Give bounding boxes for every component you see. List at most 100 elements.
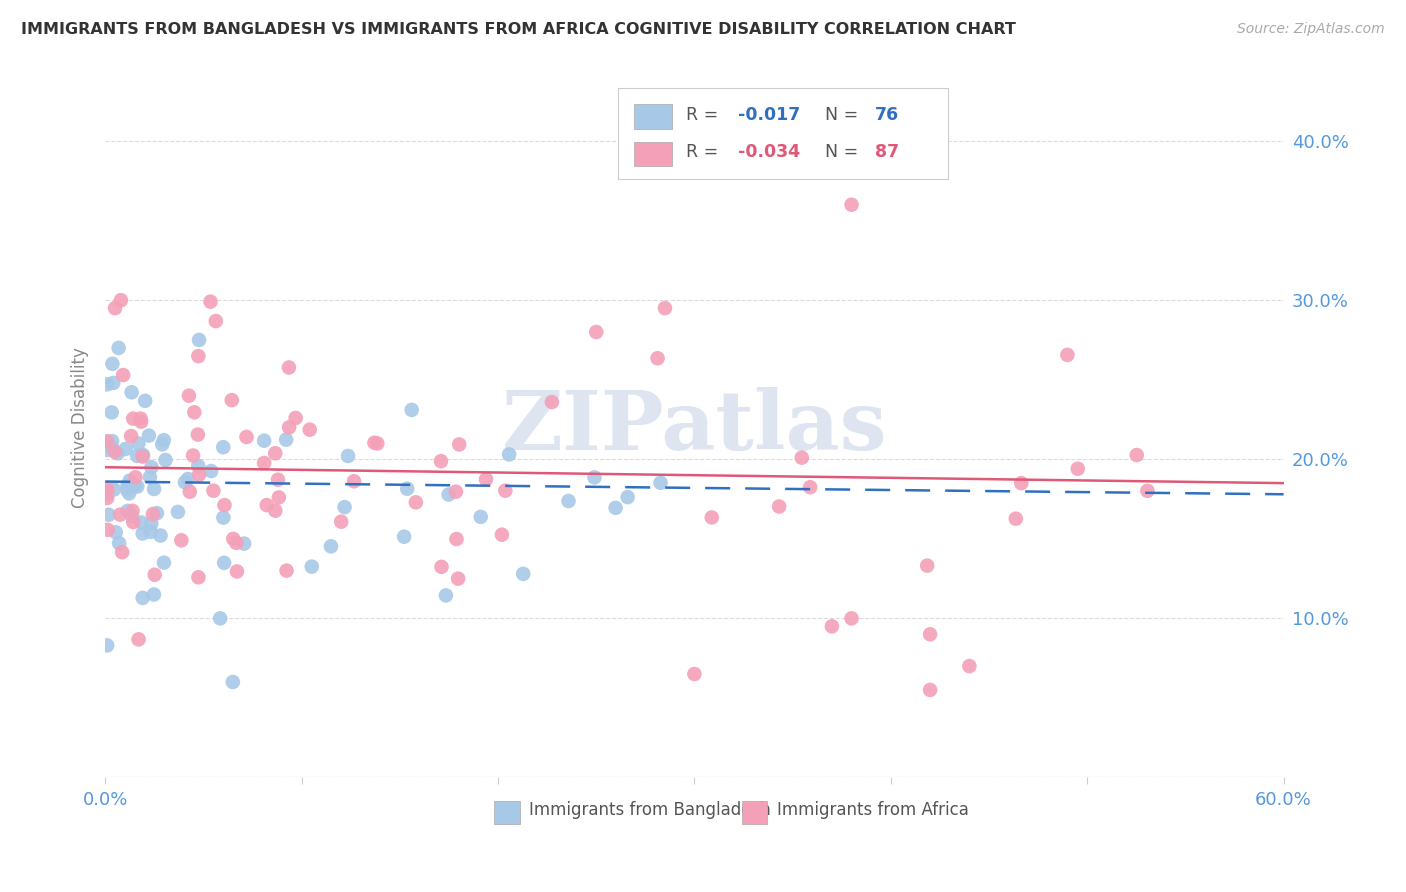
Point — [920, 682, 942, 697]
Point — [104, 301, 127, 315]
Point — [200, 464, 222, 478]
Point — [437, 487, 460, 501]
Text: ZIPatlas: ZIPatlas — [502, 387, 887, 467]
Point — [430, 454, 453, 468]
Point — [512, 566, 534, 581]
Point — [821, 619, 844, 633]
Point — [96, 377, 118, 392]
Point — [957, 659, 980, 673]
Point — [585, 325, 607, 339]
Point — [187, 459, 209, 474]
Point — [115, 483, 138, 497]
Point — [616, 490, 638, 504]
Point — [104, 444, 127, 458]
Text: -0.034: -0.034 — [738, 144, 800, 161]
Point — [117, 504, 139, 518]
Point — [920, 627, 942, 641]
Point — [101, 357, 124, 371]
Point — [363, 435, 385, 450]
Point — [112, 368, 135, 382]
Point — [97, 523, 120, 537]
Point — [179, 484, 201, 499]
Point — [96, 485, 118, 500]
Point — [1136, 483, 1159, 498]
Point — [605, 500, 627, 515]
Point — [108, 508, 131, 522]
Point — [1056, 348, 1078, 362]
Point — [434, 589, 457, 603]
Point — [150, 437, 173, 451]
Point — [177, 472, 200, 486]
Point — [264, 446, 287, 460]
Point — [209, 611, 232, 625]
Point — [127, 436, 149, 450]
Point — [278, 420, 301, 434]
Point — [101, 434, 124, 448]
Point — [449, 437, 471, 451]
Point — [253, 434, 276, 448]
Point — [104, 525, 127, 540]
Point — [183, 405, 205, 419]
Point — [583, 470, 606, 484]
Point — [118, 486, 141, 500]
Point — [405, 495, 427, 509]
FancyBboxPatch shape — [741, 800, 768, 824]
Text: 76: 76 — [875, 105, 898, 123]
Point — [97, 508, 120, 522]
Text: N =: N = — [825, 105, 863, 123]
Point — [108, 536, 131, 550]
Y-axis label: Cognitive Disability: Cognitive Disability — [72, 347, 89, 508]
Point — [235, 430, 257, 444]
Point — [103, 376, 125, 390]
Point — [187, 427, 209, 442]
Point — [153, 556, 176, 570]
Point — [790, 450, 813, 465]
Point — [96, 482, 118, 496]
Point — [124, 470, 146, 484]
Point — [337, 449, 360, 463]
Point — [491, 527, 513, 541]
Point — [96, 487, 118, 501]
Point — [1126, 448, 1149, 462]
Point — [475, 472, 498, 486]
Point — [799, 480, 821, 494]
Point — [128, 632, 150, 647]
Point — [446, 532, 468, 546]
Point — [107, 341, 129, 355]
Point — [146, 506, 169, 520]
Point — [139, 524, 162, 539]
Point — [654, 301, 676, 315]
Point — [107, 446, 129, 460]
Point — [683, 667, 706, 681]
Point — [121, 504, 143, 518]
Point — [222, 532, 245, 546]
Point — [225, 536, 247, 550]
Point — [122, 515, 145, 529]
Point — [139, 470, 162, 484]
Point — [129, 415, 152, 429]
Text: Immigrants from Africa: Immigrants from Africa — [778, 801, 969, 820]
Point — [319, 539, 342, 553]
Point — [96, 434, 118, 449]
Point — [127, 449, 149, 463]
Point — [121, 509, 143, 524]
Point — [187, 349, 209, 363]
Point — [200, 294, 222, 309]
Point — [96, 491, 118, 505]
Point — [253, 456, 276, 470]
Point — [700, 510, 723, 524]
Point — [276, 564, 298, 578]
Point — [96, 639, 118, 653]
Point — [444, 484, 467, 499]
Point — [647, 351, 669, 366]
Point — [267, 473, 290, 487]
Point — [202, 483, 225, 498]
Point — [114, 442, 136, 456]
Point — [1004, 511, 1026, 525]
FancyBboxPatch shape — [634, 142, 672, 166]
Point — [188, 467, 211, 482]
Point — [278, 360, 301, 375]
Point — [650, 475, 672, 490]
Point — [430, 559, 453, 574]
Point — [101, 440, 124, 454]
